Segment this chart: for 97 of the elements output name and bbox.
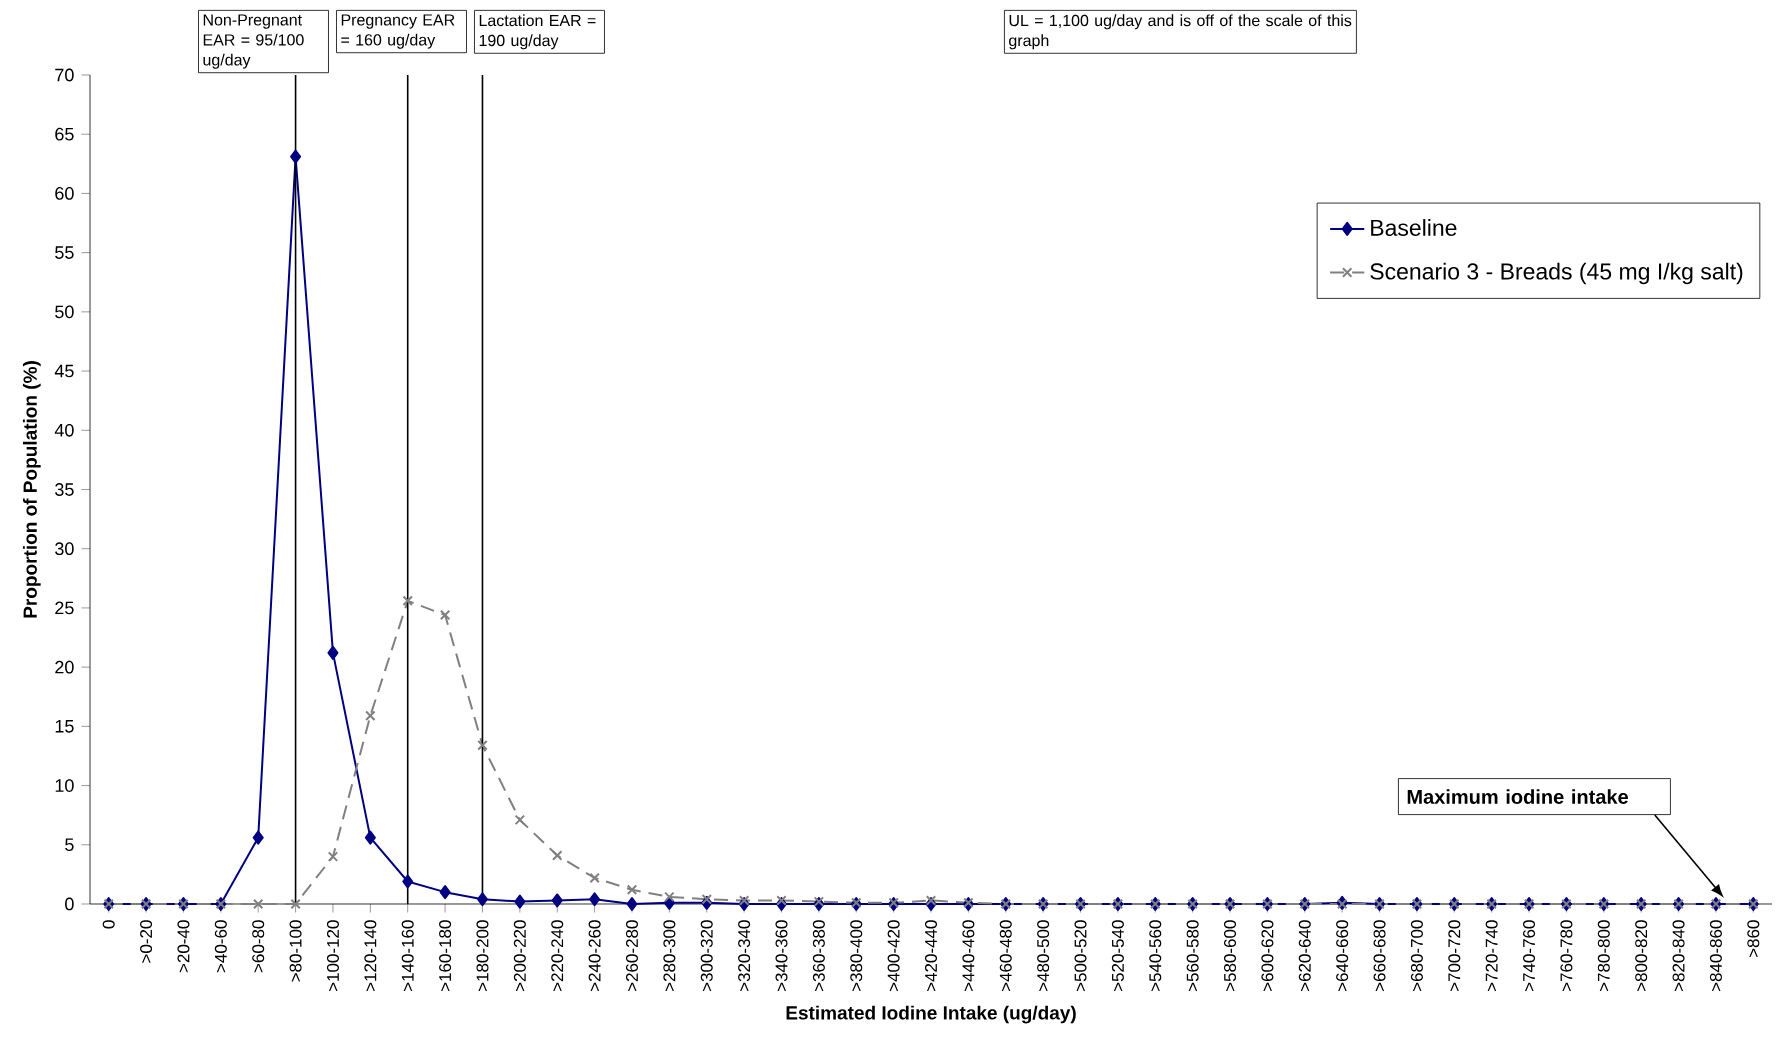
point <box>925 895 937 906</box>
x-tick-label: >0-20 <box>140 920 153 963</box>
x-tick-label: >840-860 <box>1709 920 1722 992</box>
x-tick-label: >40-60 <box>214 920 227 973</box>
point <box>551 893 563 908</box>
x-tick-label: >740-760 <box>1523 920 1536 992</box>
x-tick-label: >760-780 <box>1560 920 1573 992</box>
x-tick-label: >180-200 <box>476 920 489 992</box>
point <box>701 894 712 905</box>
y-tick-label: 40 <box>54 423 74 437</box>
point <box>776 895 787 906</box>
point <box>365 710 376 721</box>
x-tick-label: >700-720 <box>1448 920 1461 992</box>
x-tick-label: >100-120 <box>326 920 339 992</box>
point <box>626 896 638 911</box>
x-tick-label: >320-340 <box>738 920 751 992</box>
x-tick-label: >200-220 <box>513 920 526 992</box>
point <box>252 898 264 910</box>
point <box>476 892 488 907</box>
point <box>364 830 376 845</box>
y-tick-label: 60 <box>55 187 74 200</box>
x-axis-title: Estimated Iodine Intake (ug/day) <box>786 1005 1076 1024</box>
point <box>402 595 413 607</box>
x-tick-label: >160-180 <box>439 920 452 992</box>
x-tick-label: >60-80 <box>252 920 265 973</box>
x-tick-label: >240-260 <box>588 920 601 992</box>
x-tick-label: >800-820 <box>1635 920 1648 992</box>
x-tick-label: >380-400 <box>850 920 863 992</box>
x-tick-label: >500-520 <box>1074 920 1087 992</box>
y-tick-label: 20 <box>55 660 74 674</box>
x-tick-label: >660-680 <box>1373 920 1386 992</box>
x-tick-label: >520-540 <box>1111 920 1124 992</box>
legend-label: Scenario 3 - Breads (45 mg I/kg salt) <box>1370 262 1743 285</box>
x-tick-label: >340-360 <box>775 920 788 992</box>
ref-line-label: Non-Pregnant EAR = 95/100 ug/day <box>203 14 304 69</box>
point <box>477 740 488 751</box>
x-tick-label: >600-620 <box>1261 920 1274 992</box>
y-tick-label: 45 <box>54 364 74 378</box>
point <box>327 645 339 660</box>
point <box>589 892 601 907</box>
x-tick-label: >80-100 <box>289 920 302 982</box>
x-tick-label: >820-840 <box>1672 920 1685 992</box>
point <box>327 851 339 862</box>
x-tick-label: >20-40 <box>177 920 190 973</box>
x-tick-label: >540-560 <box>1149 920 1162 992</box>
x-tick-label: >620-640 <box>1298 920 1311 992</box>
point <box>551 850 563 861</box>
point <box>664 891 675 903</box>
y-tick-label: 5 <box>65 838 74 852</box>
x-tick-label: >480-500 <box>1037 920 1050 992</box>
text: UL = 1,100 ug/day and is off of the scale of this graph <box>1009 14 1352 50</box>
point <box>514 814 526 826</box>
y-tick-label: 70 <box>55 68 74 82</box>
point <box>514 894 526 909</box>
y-tick-label: 65 <box>55 127 74 141</box>
x-tick-label: >440-460 <box>962 920 975 992</box>
x-tick-label: >560-580 <box>1186 920 1199 992</box>
point <box>402 874 414 889</box>
y-axis-title: Proportion of Population (%) <box>22 361 41 618</box>
x-tick-label: >460-480 <box>999 920 1012 992</box>
x-tick-label: >580-600 <box>1224 920 1237 992</box>
x-tick-label: >720-740 <box>1485 920 1498 992</box>
x-tick-label: >420-440 <box>925 920 938 992</box>
point <box>813 896 825 907</box>
x-tick-label: >680-700 <box>1410 920 1423 992</box>
legend-label: Baseline <box>1371 219 1457 236</box>
x-tick-label: >780-800 <box>1597 920 1610 992</box>
y-tick-label: 35 <box>55 483 74 496</box>
x-tick-label: 0 <box>102 920 115 929</box>
y-tick-label: 30 <box>55 542 74 556</box>
y-tick-label: 15 <box>55 720 74 733</box>
ref-line-label: Lactation EAR = 190 ug/day <box>479 14 596 50</box>
x-tick-label: >640-660 <box>1336 920 1349 992</box>
point <box>626 884 638 896</box>
x-tick-label: >220-240 <box>551 920 564 992</box>
point <box>439 885 451 900</box>
point <box>252 830 264 845</box>
x-tick-label: >300-320 <box>700 920 713 992</box>
point <box>290 898 301 910</box>
x-tick-label: >360-380 <box>812 920 825 992</box>
point <box>738 895 750 906</box>
x-tick-label: >140-160 <box>401 920 414 992</box>
y-tick-label: 10 <box>55 779 74 792</box>
x-tick-label: >280-300 <box>663 920 676 992</box>
y-tick-label: 25 <box>55 601 74 615</box>
point <box>290 149 302 164</box>
x-tick-label: >260-280 <box>625 920 638 992</box>
x-tick-label: >120-140 <box>364 920 377 992</box>
y-tick-label: 50 <box>55 305 74 319</box>
annotation: Maximum iodine intake <box>1407 789 1628 804</box>
point <box>589 872 600 884</box>
y-tick-label: 0 <box>65 897 74 911</box>
x-tick-label: >400-420 <box>887 920 900 992</box>
point <box>439 609 451 621</box>
ref-line-label: Pregnancy EAR = 160 ug/day <box>341 14 455 49</box>
x-tick-label: >860 <box>1747 920 1760 958</box>
y-tick-label: 55 <box>55 246 74 259</box>
